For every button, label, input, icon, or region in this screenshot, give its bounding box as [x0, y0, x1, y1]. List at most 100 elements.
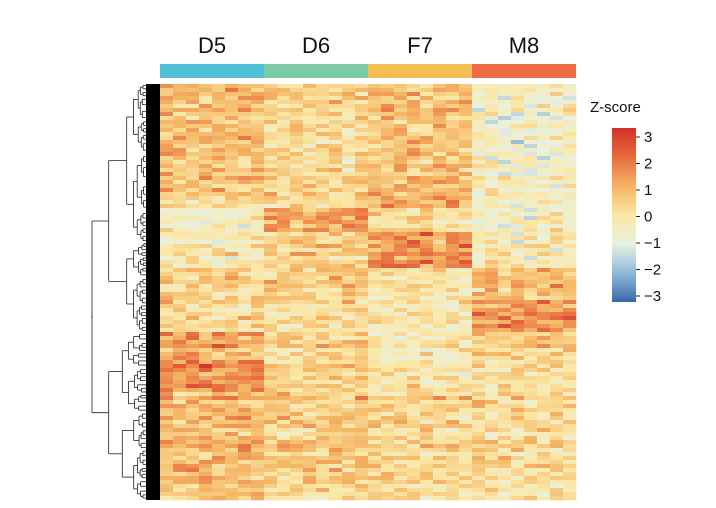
heatmap-cell	[433, 452, 447, 457]
heatmap-cell	[212, 300, 226, 305]
heatmap-cell	[511, 100, 525, 105]
heatmap-cell	[342, 132, 356, 137]
heatmap-cell	[329, 408, 343, 413]
heatmap-cell	[186, 324, 200, 329]
heatmap-cell	[342, 240, 356, 245]
heatmap-cell	[537, 248, 551, 253]
heatmap-cell	[199, 112, 213, 117]
heatmap-cell	[485, 232, 499, 237]
heatmap-cell	[303, 92, 317, 97]
heatmap-cell	[394, 360, 408, 365]
heatmap-cell	[381, 340, 395, 345]
heatmap-cell	[550, 332, 564, 337]
heatmap-cell	[290, 120, 304, 125]
heatmap-cell	[381, 240, 395, 245]
heatmap-cell	[264, 348, 278, 353]
heatmap-cell	[277, 272, 291, 277]
heatmap-cell	[225, 96, 239, 101]
heatmap-cell	[290, 108, 304, 113]
heatmap-cell	[342, 376, 356, 381]
heatmap-cell	[173, 156, 187, 161]
heatmap-cell	[485, 288, 499, 293]
heatmap-cell	[394, 292, 408, 297]
heatmap-cell	[238, 312, 252, 317]
heatmap-cell	[472, 464, 486, 469]
heatmap-cell	[420, 116, 434, 121]
heatmap-cell	[498, 476, 512, 481]
heatmap-cell	[277, 196, 291, 201]
heatmap-cell	[368, 428, 382, 433]
heatmap-cell	[225, 380, 239, 385]
heatmap-cell	[407, 168, 421, 173]
heatmap-cell	[433, 236, 447, 241]
heatmap-cell	[537, 108, 551, 113]
heatmap-cell	[550, 200, 564, 205]
heatmap-cell	[472, 472, 486, 477]
heatmap-cell	[251, 484, 265, 489]
heatmap-cell	[446, 208, 460, 213]
heatmap-cell	[420, 288, 434, 293]
heatmap-cell	[251, 288, 265, 293]
heatmap-cell	[238, 480, 252, 485]
heatmap-cell	[381, 264, 395, 269]
heatmap-cell	[485, 440, 499, 445]
heatmap-cell	[485, 240, 499, 245]
heatmap-cell	[563, 432, 577, 437]
heatmap-cell	[173, 248, 187, 253]
heatmap-cell	[160, 412, 174, 417]
heatmap-cell	[329, 352, 343, 357]
heatmap-cell	[290, 324, 304, 329]
heatmap-cell	[407, 260, 421, 265]
heatmap-cell	[524, 440, 538, 445]
heatmap-cell	[459, 256, 473, 261]
heatmap-cell	[355, 124, 369, 129]
heatmap-cell	[511, 224, 525, 229]
heatmap-cell	[212, 464, 226, 469]
heatmap-cell	[316, 152, 330, 157]
heatmap-cell	[355, 460, 369, 465]
heatmap-cell	[498, 252, 512, 257]
heatmap-cell	[199, 352, 213, 357]
heatmap-cell	[316, 340, 330, 345]
heatmap-cell	[420, 492, 434, 497]
heatmap-cell	[173, 412, 187, 417]
heatmap-cell	[524, 184, 538, 189]
heatmap-cell	[329, 476, 343, 481]
heatmap-cell	[563, 196, 577, 201]
heatmap-cell	[368, 240, 382, 245]
heatmap-cell	[160, 100, 174, 105]
heatmap-cell	[225, 492, 239, 497]
heatmap-cell	[368, 404, 382, 409]
heatmap-cell	[329, 420, 343, 425]
heatmap-cell	[433, 144, 447, 149]
heatmap-cell	[511, 208, 525, 213]
heatmap-cell	[420, 392, 434, 397]
heatmap-cell	[511, 448, 525, 453]
heatmap-cell	[511, 396, 525, 401]
heatmap-cell	[524, 136, 538, 141]
heatmap-cell	[329, 120, 343, 125]
heatmap-cell	[355, 244, 369, 249]
heatmap-cell	[537, 496, 551, 501]
heatmap-cell	[394, 460, 408, 465]
heatmap-cell	[212, 276, 226, 281]
heatmap-cell	[264, 452, 278, 457]
heatmap-cell	[199, 372, 213, 377]
heatmap-cell	[199, 368, 213, 373]
heatmap-cell	[355, 440, 369, 445]
heatmap-cell	[277, 188, 291, 193]
heatmap-cell	[303, 96, 317, 101]
heatmap-cell	[277, 320, 291, 325]
heatmap-cell	[459, 416, 473, 421]
heatmap-cell	[407, 368, 421, 373]
heatmap-cell	[238, 316, 252, 321]
heatmap-cell	[381, 108, 395, 113]
heatmap-cell	[381, 176, 395, 181]
heatmap-cell	[446, 88, 460, 93]
heatmap-cell	[446, 392, 460, 397]
heatmap-cell	[472, 412, 486, 417]
heatmap-cell	[472, 252, 486, 257]
heatmap-cell	[277, 160, 291, 165]
heatmap-cell	[472, 408, 486, 413]
heatmap-cell	[251, 116, 265, 121]
